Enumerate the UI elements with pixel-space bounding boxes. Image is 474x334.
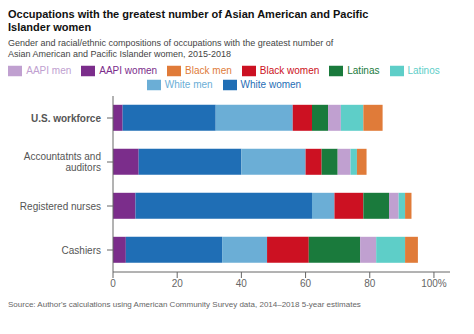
html-text:AAPI women: AAPI women xyxy=(99,64,158,76)
html-text:Latinos: Latinos xyxy=(407,64,440,76)
html-text:Black women: Black women xyxy=(259,64,320,76)
html-text:Asian American and Pacific Isl: Asian American and Pacific Islander wome… xyxy=(8,49,232,59)
svg-text:60: 60 xyxy=(300,278,312,289)
svg-text:Accountatnts andauditors: Accountatnts andauditors xyxy=(24,151,101,173)
html-text:Occupations with the greatest: Occupations with the greatest number of … xyxy=(8,8,369,20)
html-text:AAPI men: AAPI men xyxy=(26,64,72,76)
svg-text:0: 0 xyxy=(110,278,116,289)
html-text:White men: White men xyxy=(164,78,213,90)
html-text:Latinas: Latinas xyxy=(347,64,380,76)
svg-text:U.S. workforce: U.S. workforce xyxy=(31,113,101,124)
svg-text:100%: 100% xyxy=(421,278,447,289)
html-text:Islander women: Islander women xyxy=(8,21,92,33)
svg-text:20: 20 xyxy=(172,278,184,289)
html-text:Gender and racial/ethnic compo: Gender and racial/ethnic compositions of… xyxy=(8,38,334,48)
svg-text:Cashiers: Cashiers xyxy=(62,245,101,256)
html-text:Black men: Black men xyxy=(185,64,232,76)
html-text:White women: White women xyxy=(240,78,302,90)
html-text:Source: Author's calculations: Source: Author's calculations using Amer… xyxy=(8,300,361,309)
svg-text:Registered nurses: Registered nurses xyxy=(20,201,101,212)
svg-text:80: 80 xyxy=(364,278,376,289)
svg-text:40: 40 xyxy=(236,278,248,289)
